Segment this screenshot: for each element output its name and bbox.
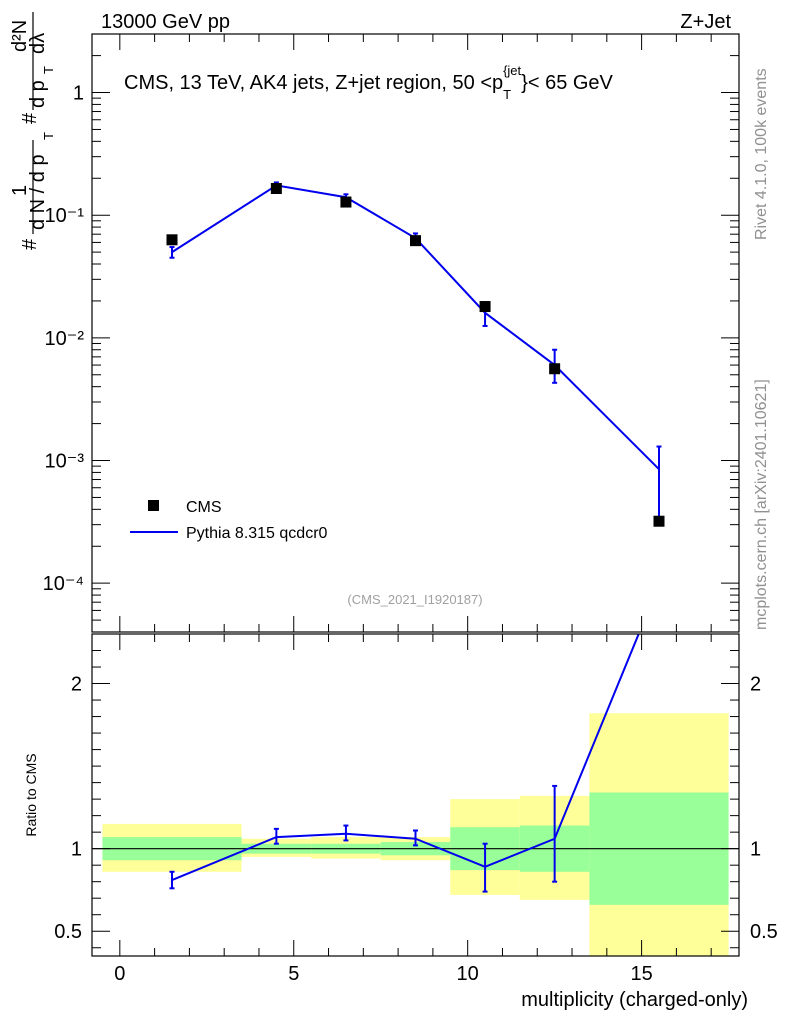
legend-cms-label: CMS <box>186 499 222 516</box>
y-label-T-sub-2: T <box>41 66 56 74</box>
y-label-one: 1 <box>9 185 31 196</box>
main-series <box>166 181 665 527</box>
header-right: Z+Jet <box>680 11 731 33</box>
y-tick-label-ratio-left-0: 0.5 <box>54 921 82 943</box>
y-label-T-sub-1: T <box>41 132 56 140</box>
cms-data-point-5 <box>549 363 561 375</box>
y-tick-label-ratio-left-1: 1 <box>71 839 82 861</box>
y-tick-label-main-3: 10⁻³ <box>45 451 85 473</box>
y-tick-label-main-4: 10⁻⁴ <box>43 573 84 595</box>
y-label-d2N: d²N <box>9 20 31 52</box>
cms-data-point-2 <box>340 196 352 208</box>
y-tick-label-ratio-right-0: 0.5 <box>750 921 778 943</box>
rivet-version-label: Rivet 4.1.0, 100k events <box>753 68 770 240</box>
chart-title: CMS, 13 TeV, AK4 jets, Z+jet region, 50 … <box>124 63 614 102</box>
x-tick-label-3: 15 <box>630 963 652 985</box>
y-tick-label-main-1: 10⁻¹ <box>45 205 85 227</box>
y-label-hash-2: # <box>19 112 41 124</box>
x-tick-label-0: 0 <box>114 963 125 985</box>
cms-data-point-3 <box>410 235 421 247</box>
main-y-axis-label: # 1 d N / d p T # d p T d²N dλ <box>9 12 56 250</box>
x-tick-label-1: 5 <box>288 963 299 985</box>
legend-cms-marker <box>148 500 159 511</box>
ratio-uncertainty-bands <box>102 713 729 956</box>
y-tick-label-ratio-right-2: 2 <box>750 674 761 696</box>
cms-data-point-0 <box>166 234 178 246</box>
y-label-hash-1: # <box>19 238 41 250</box>
x-tick-label-2: 10 <box>457 963 479 985</box>
y-tick-label-main-0: 1 <box>73 83 84 105</box>
y-tick-label-ratio-right-1: 1 <box>750 839 761 861</box>
axis-tick-labels: 0 5 10 15 1 10⁻¹ 10⁻² 10⁻³ 10⁻⁴ 0.5 0.5 1 1 2 2 <box>43 83 778 985</box>
cms-data-point-4 <box>479 301 491 313</box>
cms-data-point-6 <box>653 515 665 527</box>
legend-pythia-label: Pythia 8.315 qcdcr0 <box>186 525 328 542</box>
legend: CMS Pythia 8.315 qcdcr0 <box>130 499 328 542</box>
mc-line <box>171 184 660 470</box>
ratio-y-axis-label: Ratio to CMS <box>23 753 39 836</box>
ratio-plot-frame <box>91 633 740 957</box>
y-label-dlambda: dλ <box>27 33 49 54</box>
ratio-series <box>92 634 739 893</box>
mcplots-label: mcplots.cern.ch [arXiv:2401.10621] <box>753 379 770 630</box>
header-left: 13000 GeV pp <box>101 11 230 33</box>
y-tick-label-ratio-left-2: 2 <box>71 674 82 696</box>
x-axis-label: multiplicity (charged-only) <box>521 989 748 1011</box>
axis-ticks <box>92 33 739 956</box>
main-plot-frame <box>91 33 740 633</box>
cms-data-point-1 <box>270 183 282 195</box>
y-tick-label-main-2: 10⁻² <box>45 328 85 350</box>
analysis-watermark: (CMS_2021_I1920187) <box>347 592 482 607</box>
y-label-dpT: d p <box>27 80 49 108</box>
